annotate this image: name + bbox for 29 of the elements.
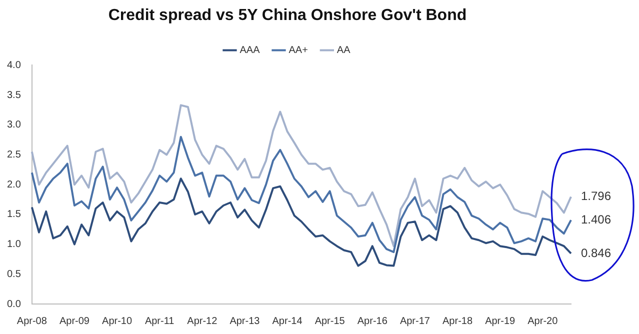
legend-label: AAA [240,44,260,56]
x-tick-label: Apr-10 [102,316,132,327]
x-tick-label: Apr-16 [357,316,388,327]
y-tick-label: 1.5 [6,209,22,220]
x-tick-label: Apr-15 [314,316,346,327]
data-label: 1.406 [581,212,612,226]
legend-label: AA+ [288,44,308,56]
y-tick-label: 3.0 [6,120,22,131]
x-tick-label: Apr-14 [272,316,303,327]
data-label: 1.796 [581,189,612,204]
legend-label: AA [336,44,351,56]
x-tick-label: Apr-12 [187,316,218,327]
x-tick-label: Apr-09 [59,316,90,327]
data-label: 0.846 [581,246,612,260]
x-tick-label: Apr-19 [485,316,516,327]
x-tick-label: Apr-13 [230,316,260,327]
y-tick-label: 1.0 [6,239,22,250]
y-tick-label: 3.5 [6,90,22,101]
x-tick-label: Apr-17 [400,316,430,327]
x-tick-label: Apr-20 [528,316,558,327]
y-tick-label: 2.5 [6,150,22,160]
x-tick-label: Apr-08 [16,316,48,327]
y-tick-label: 0.0 [6,298,22,310]
y-tick-label: 0.5 [6,268,22,280]
chart-title: Credit spread vs 5Y China Onshore Gov't Bond [108,7,467,24]
x-tick-label: Apr-18 [442,316,473,327]
y-tick-label: 2.0 [6,179,22,190]
x-tick-label: Apr-11 [144,316,175,327]
y-tick-label: 4.0 [6,60,22,71]
